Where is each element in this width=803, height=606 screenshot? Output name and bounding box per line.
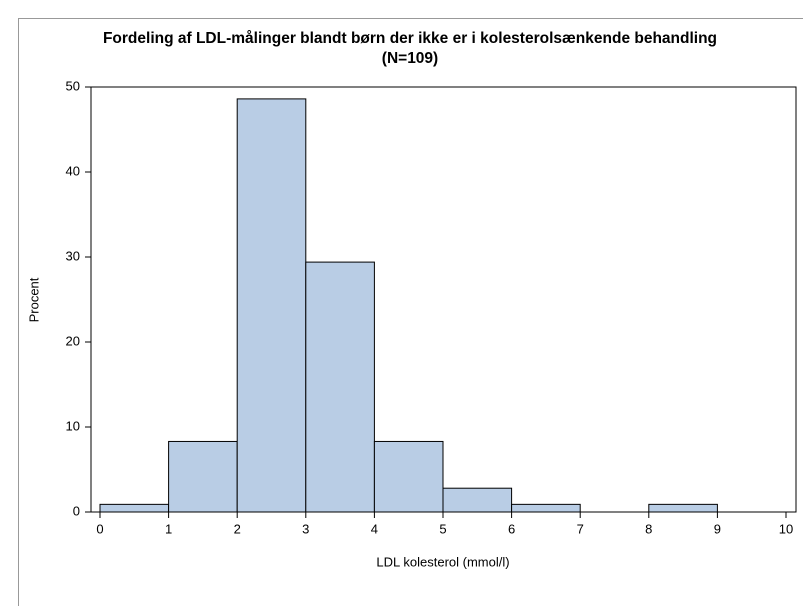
bar <box>511 503 581 513</box>
bar <box>99 503 170 513</box>
chart-title: Fordeling af LDL-målinger blandt børn de… <box>103 30 717 47</box>
bar <box>442 487 513 513</box>
y-tick-label: 50 <box>66 78 80 93</box>
x-tick-label: 10 <box>779 521 793 536</box>
x-tick-label: 7 <box>577 521 584 536</box>
x-tick-label: 1 <box>165 521 172 536</box>
x-tick-label: 0 <box>96 521 103 536</box>
x-tick-label: 6 <box>508 521 515 536</box>
x-tick-label: 9 <box>714 521 721 536</box>
bar <box>168 440 238 513</box>
chart-subtitle: (N=109) <box>382 50 438 67</box>
x-axis-label: LDL kolesterol (mmol/l) <box>376 554 509 569</box>
x-tick-label: 4 <box>371 521 378 536</box>
x-tick-label: 8 <box>645 521 652 536</box>
bar <box>648 503 718 513</box>
bar <box>305 261 375 513</box>
y-tick-label: 30 <box>66 248 80 263</box>
y-tick-label: 40 <box>66 163 80 178</box>
x-tick-label: 3 <box>302 521 309 536</box>
bar <box>236 98 307 513</box>
x-tick-label: 2 <box>234 521 241 536</box>
y-axis-label: Procent <box>26 277 41 322</box>
y-tick-label: 0 <box>73 503 80 518</box>
y-tick-label: 10 <box>66 418 80 433</box>
y-tick-label: 20 <box>66 333 80 348</box>
page-border <box>18 18 803 606</box>
x-tick-label: 5 <box>439 521 446 536</box>
bar <box>373 440 444 513</box>
